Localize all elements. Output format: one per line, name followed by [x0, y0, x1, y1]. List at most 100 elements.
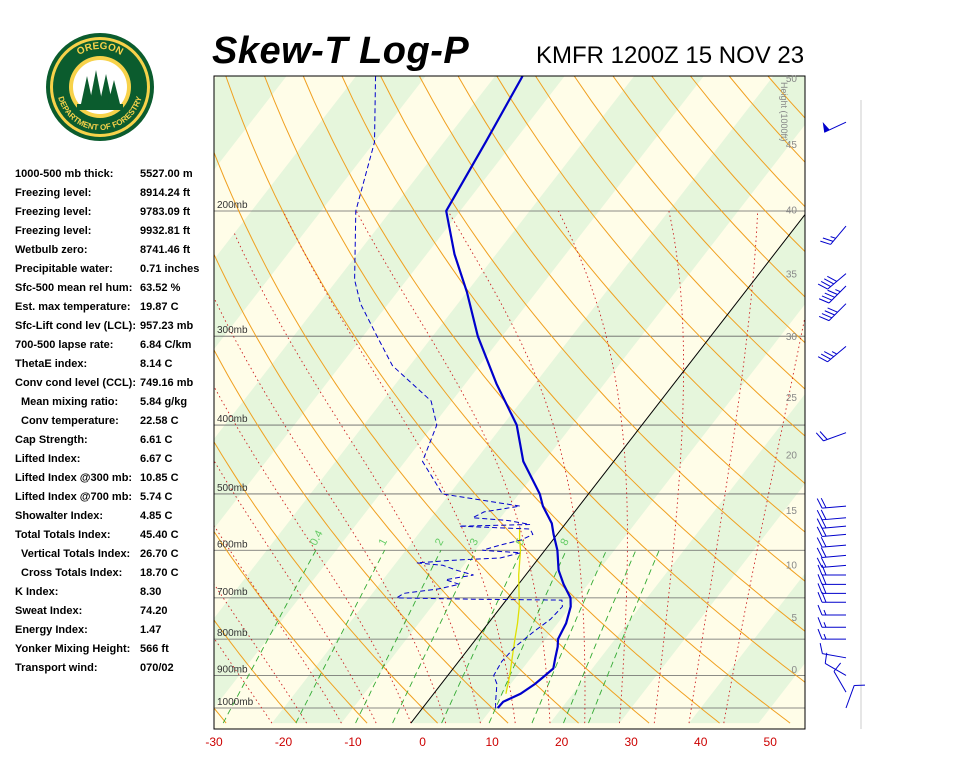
height-tick-label: 20	[786, 450, 798, 461]
mixing-ratio-line	[441, 550, 523, 724]
x-tick-label: -30	[205, 735, 223, 749]
moist-adiabat	[282, 210, 516, 724]
wind-barb-flag	[816, 547, 823, 558]
wind-barb-flag	[821, 564, 827, 576]
wind-barb	[816, 536, 847, 548]
stat-row: ThetaE index: 8.14 C	[15, 358, 215, 377]
wind-barb-flag	[817, 356, 828, 363]
wind-barb-half-flag	[823, 609, 827, 616]
wind-barb	[817, 564, 846, 576]
wind-barb	[816, 509, 847, 521]
stat-row: Sweat Index: 74.20	[15, 605, 215, 624]
wind-barb-flag	[820, 280, 831, 287]
wind-barb-flag	[824, 278, 834, 285]
wind-barb-flag	[824, 292, 835, 298]
height-tick-label: 10	[786, 560, 798, 571]
x-tick-label: 10	[485, 735, 499, 749]
stat-value: 8741.46 ft	[140, 244, 191, 256]
stat-label: Transport wind:	[15, 662, 98, 674]
moist-adiabat	[214, 385, 412, 724]
x-tick-label: 30	[624, 735, 638, 749]
stat-label: 1000-500 mb thick:	[15, 168, 114, 180]
stat-label: Freezing level:	[15, 187, 92, 199]
moist-adiabat	[233, 233, 481, 724]
height-tick-label: 25	[786, 393, 798, 404]
mixing-ratio-line	[295, 550, 385, 724]
parcel-trace	[505, 529, 522, 694]
stat-value: 26.70 C	[140, 548, 179, 560]
height-tick-label: 50	[786, 74, 798, 85]
wind-barb-flag	[817, 617, 823, 628]
stat-label: K Index:	[15, 586, 59, 598]
wind-barb-flag	[819, 431, 828, 440]
stat-value: 74.20	[140, 605, 168, 617]
stat-row: 700-500 lapse rate: 6.84 C/km	[15, 339, 215, 358]
stat-row: Showalter Index: 4.85 C	[15, 510, 215, 529]
stat-value: 566 ft	[140, 643, 169, 655]
wind-barb	[817, 345, 847, 363]
mixing-ratio-label: 5	[514, 537, 527, 548]
temperature-band	[0, 0, 234, 723]
height-tick-label: 35	[786, 270, 798, 281]
logo-trees-icon	[77, 70, 123, 110]
wind-barb	[816, 518, 847, 529]
wind-barb-half-flag	[830, 236, 836, 239]
stat-label: Energy Index:	[15, 624, 88, 636]
height-tick-label: 15	[786, 506, 798, 517]
temperature-band	[689, 573, 805, 724]
wind-barb	[817, 583, 846, 594]
wind-barb	[817, 617, 846, 628]
wind-barb	[818, 285, 847, 304]
chart-title: Skew-T Log-P	[212, 30, 470, 72]
mixing-ratio-line	[563, 550, 637, 724]
wind-barb-staff	[830, 225, 847, 245]
wind-barb-flag	[822, 237, 834, 242]
stat-label: Showalter Index:	[15, 510, 104, 522]
stat-row: Est. max temperature: 19.87 C	[15, 301, 215, 320]
stat-row: Cap Strength: 6.61 C	[15, 434, 215, 453]
wind-barb	[816, 557, 847, 568]
wind-barb-flag	[816, 526, 823, 537]
wind-barb-flag	[816, 537, 823, 548]
stat-label: Cross Totals Index:	[21, 567, 123, 579]
station-time-label: KMFR 1200Z 15 NOV 23	[536, 42, 805, 69]
stat-label: Sweat Index:	[15, 605, 83, 617]
wind-barb-flag	[816, 557, 823, 568]
wind-barb-flag	[817, 283, 828, 290]
wind-barb-flag	[820, 518, 827, 529]
stat-label: Est. max temperature:	[15, 301, 131, 313]
stat-label: Conv temperature:	[21, 415, 119, 427]
stat-label: Conv cond level (CCL):	[15, 377, 137, 389]
wind-barb-flag	[816, 518, 823, 529]
mixing-ratio-line	[531, 550, 607, 724]
wind-barb-flag	[817, 592, 823, 603]
stat-label: Wetbulb zero:	[15, 244, 88, 256]
stat-row: Sfc-500 mean rel hum: 63.52 %	[15, 282, 215, 301]
dry-adiabat	[0, 0, 156, 723]
moist-adiabat	[214, 296, 447, 724]
wind-barb	[816, 547, 847, 558]
wind-barb-flag	[820, 547, 827, 558]
moist-adiabat	[653, 210, 685, 724]
stat-value: 5.74 C	[140, 491, 173, 503]
wind-barb-flag	[827, 275, 838, 282]
stat-label: Freezing level:	[15, 225, 92, 237]
x-tick-label: -10	[344, 735, 362, 749]
stat-label: Vertical Totals Index:	[21, 548, 131, 560]
dry-adiabat	[573, 76, 805, 344]
wind-barb	[818, 303, 847, 322]
dry-adiabat	[214, 619, 297, 724]
stat-row: Vertical Totals Index: 26.70 C	[15, 548, 215, 567]
dry-adiabat	[214, 253, 579, 724]
wind-barb-flag	[821, 583, 827, 594]
stat-value: 18.70 C	[140, 567, 179, 579]
plot-area: 0.4 1 2 3 5 8	[0, 0, 805, 724]
height-tick-label: 45	[786, 140, 798, 151]
wind-barb-pennant	[822, 122, 830, 133]
wind-barb-flag	[833, 662, 842, 672]
mixing-ratio-line	[588, 550, 660, 724]
wind-barb-flag	[821, 313, 833, 319]
wind-barb-flag	[820, 497, 827, 509]
wind-barb-flag	[821, 295, 833, 301]
